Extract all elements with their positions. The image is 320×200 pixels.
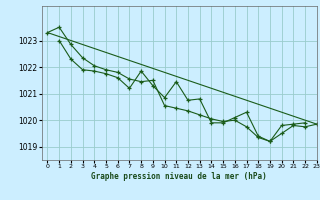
X-axis label: Graphe pression niveau de la mer (hPa): Graphe pression niveau de la mer (hPa) xyxy=(91,172,267,181)
